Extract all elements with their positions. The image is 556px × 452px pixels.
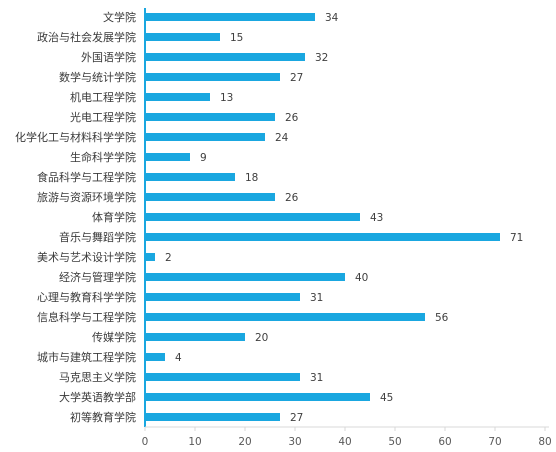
category-label: 信息科学与工程学院 <box>37 310 136 324</box>
bar <box>145 413 280 421</box>
value-label: 71 <box>510 232 523 244</box>
bar <box>145 93 210 101</box>
category-label: 大学英语教学部 <box>59 390 136 404</box>
bar <box>145 293 300 301</box>
bar <box>145 73 280 81</box>
value-label: 45 <box>380 392 393 404</box>
category-label: 光电工程学院 <box>70 110 136 124</box>
bar <box>145 173 235 181</box>
x-tick-label: 70 <box>488 436 501 448</box>
x-tick-label: 60 <box>438 436 451 448</box>
value-label: 4 <box>175 352 182 364</box>
category-label: 数学与统计学院 <box>59 70 136 84</box>
category-label: 初等教育学院 <box>70 410 136 424</box>
category-label: 传媒学院 <box>92 330 136 344</box>
category-label: 文学院 <box>103 10 136 24</box>
bar <box>145 253 155 261</box>
value-label: 32 <box>315 52 328 64</box>
bar <box>145 113 275 121</box>
bar <box>145 53 305 61</box>
category-label: 马克思主义学院 <box>59 370 136 384</box>
value-label: 40 <box>355 272 368 284</box>
value-label: 2 <box>165 252 172 264</box>
category-label: 音乐与舞蹈学院 <box>59 230 136 244</box>
bar <box>145 273 345 281</box>
category-label: 政治与社会发展学院 <box>37 30 136 44</box>
value-label: 31 <box>310 372 323 384</box>
value-label: 31 <box>310 292 323 304</box>
x-tick-label: 40 <box>338 436 351 448</box>
category-label: 城市与建筑工程学院 <box>37 350 136 364</box>
category-label: 体育学院 <box>92 210 136 224</box>
value-label: 18 <box>245 172 258 184</box>
category-label: 机电工程学院 <box>70 90 136 104</box>
value-label: 27 <box>290 412 303 424</box>
value-label: 15 <box>230 32 243 44</box>
bar <box>145 233 500 241</box>
x-tick-label: 20 <box>238 436 251 448</box>
value-label: 34 <box>325 12 339 24</box>
value-label: 56 <box>435 312 449 324</box>
category-label: 心理与教育科学学院 <box>37 290 136 304</box>
bar <box>145 133 265 141</box>
bars <box>145 13 500 421</box>
x-tick-label: 0 <box>142 436 149 448</box>
category-label: 食品科学与工程学院 <box>37 170 136 184</box>
value-label: 20 <box>255 332 268 344</box>
bar <box>145 313 425 321</box>
bar <box>145 153 190 161</box>
value-label: 26 <box>285 192 299 204</box>
bar <box>145 353 165 361</box>
category-label: 外国语学院 <box>81 50 136 64</box>
category-label: 生命科学学院 <box>70 150 136 164</box>
value-label: 27 <box>290 72 303 84</box>
value-label: 9 <box>200 152 207 164</box>
bar <box>145 33 220 41</box>
category-labels: 文学院政治与社会发展学院外国语学院数学与统计学院机电工程学院光电工程学院化学化工… <box>15 10 136 424</box>
category-label: 化学化工与材料科学学院 <box>15 130 136 144</box>
bar <box>145 193 275 201</box>
category-label: 经济与管理学院 <box>59 270 136 284</box>
x-axis-ticks: 0 10 20 30 40 50 60 70 80 <box>142 427 552 448</box>
value-label: 24 <box>275 132 289 144</box>
bar <box>145 393 370 401</box>
value-label: 43 <box>370 212 383 224</box>
x-tick-label: 80 <box>538 436 551 448</box>
x-tick-label: 50 <box>388 436 401 448</box>
bar <box>145 373 300 381</box>
bar <box>145 13 315 21</box>
x-tick-label: 10 <box>188 436 201 448</box>
bar <box>145 213 360 221</box>
x-tick-label: 30 <box>288 436 301 448</box>
value-label: 13 <box>220 92 233 104</box>
value-label: 26 <box>285 112 299 124</box>
category-label: 旅游与资源环境学院 <box>37 190 136 204</box>
value-labels: 34 15 32 27 13 26 24 9 18 26 43 71 2 40 31 56 20 4 31 45 27 <box>165 12 523 424</box>
category-label: 美术与艺术设计学院 <box>37 250 136 264</box>
bar <box>145 333 245 341</box>
